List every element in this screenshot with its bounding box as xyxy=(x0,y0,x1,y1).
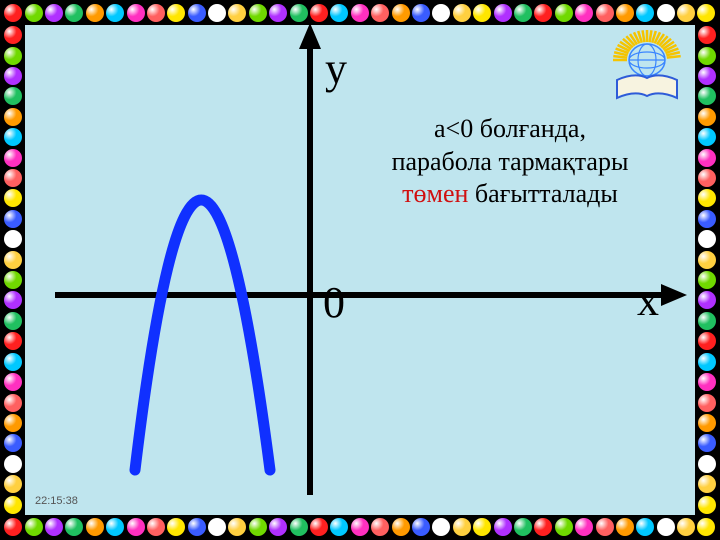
book-globe-logo xyxy=(605,30,690,105)
diagram-svg xyxy=(25,25,695,515)
y-axis-label: у xyxy=(325,43,347,94)
y-axis-arrow xyxy=(299,25,321,49)
origin-label: 0 xyxy=(323,277,345,328)
timestamp-label: 22:15:38 xyxy=(35,495,78,507)
caption-highlight: төмен xyxy=(402,179,468,208)
caption-line3-rest: бағытталады xyxy=(468,179,617,208)
caption-text: а<0 болғанда, парабола тармақтары төмен … xyxy=(345,113,675,211)
caption-line3: төмен бағытталады xyxy=(345,178,675,211)
border-left xyxy=(4,26,22,514)
border-top xyxy=(4,4,716,22)
open-book-icon xyxy=(617,75,677,98)
slide-stage: у х 0 а<0 болғанда, парабола тармақтары … xyxy=(25,25,695,515)
caption-line1: а<0 болғанда, xyxy=(345,113,675,146)
x-axis-label: х xyxy=(637,275,659,326)
border-bottom xyxy=(4,518,716,536)
x-axis-arrow xyxy=(661,284,687,306)
border-right xyxy=(698,26,716,514)
parabola-curve xyxy=(135,200,270,470)
caption-line2: парабола тармақтары xyxy=(345,146,675,179)
sun-rays-icon xyxy=(613,30,681,60)
